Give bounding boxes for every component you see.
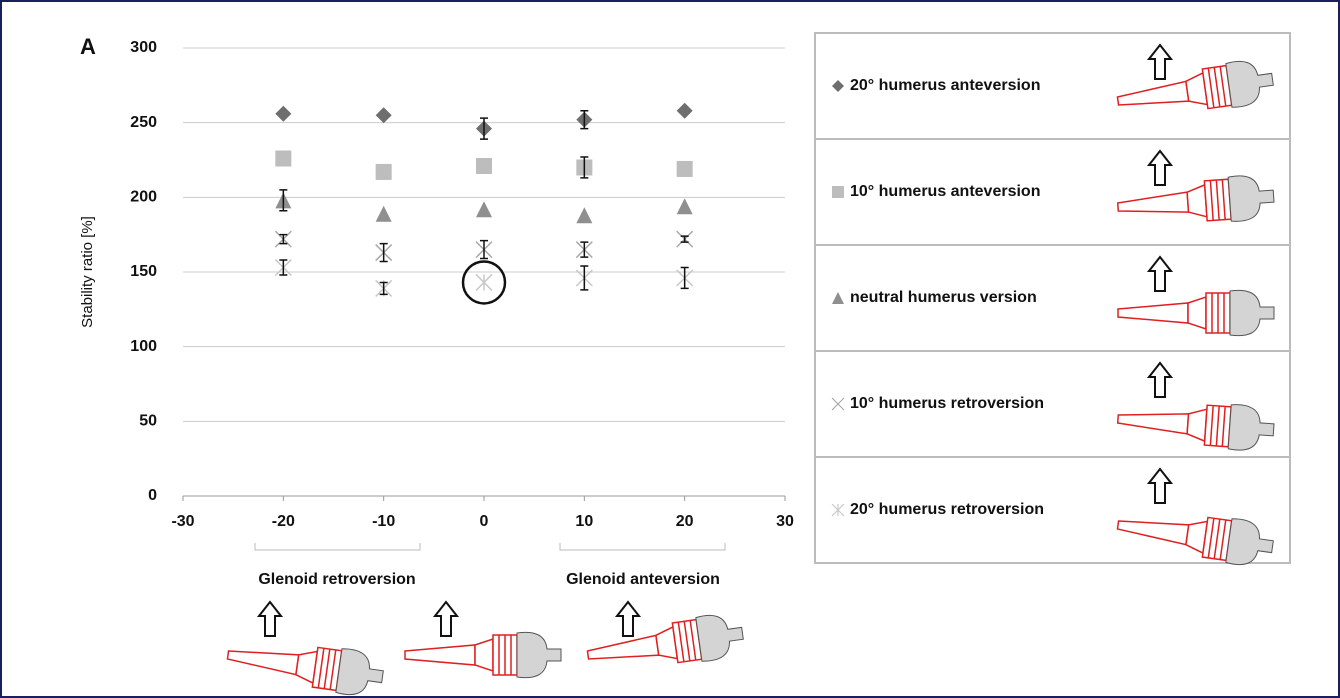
marker	[376, 164, 392, 180]
annotation: Glenoid retroversion	[258, 571, 415, 588]
marker	[476, 158, 492, 174]
legend-label: 20° humerus retroversion	[850, 501, 1044, 518]
cup	[1204, 405, 1231, 447]
cup	[1204, 179, 1231, 221]
neck	[1188, 297, 1206, 329]
x-tick-label: 20	[676, 513, 694, 530]
x-tick-label: -10	[372, 513, 395, 530]
y-tick-label: 50	[139, 413, 157, 430]
x-tick-label: -20	[272, 513, 295, 530]
cup	[1206, 293, 1230, 333]
y-tick-label: 300	[130, 39, 157, 56]
y-tick-label: 150	[130, 263, 157, 280]
marker	[677, 161, 693, 177]
y-tick-label: 0	[148, 487, 157, 504]
page: A Stability ratio [%] Glenoid retroversi…	[0, 0, 1340, 698]
y-tick-label: 250	[130, 114, 157, 131]
marker	[275, 151, 291, 167]
y-tick-label: 100	[130, 338, 157, 355]
legend-label: neutral humerus version	[850, 289, 1037, 306]
x-tick-label: 10	[575, 513, 593, 530]
legend-label: 20° humerus anteversion	[850, 77, 1040, 94]
legend-label: 10° humerus retroversion	[850, 395, 1044, 412]
x-tick-label: 0	[480, 513, 489, 530]
y-axis-label: Stability ratio [%]	[79, 216, 96, 328]
panel-label: A	[80, 34, 96, 59]
annotation: Glenoid anteversion	[566, 571, 720, 588]
x-tick-label: -30	[171, 513, 194, 530]
x-tick-label: 30	[776, 513, 794, 530]
figure: A Stability ratio [%] Glenoid retroversi…	[0, 0, 1340, 698]
cup	[493, 635, 517, 675]
marker	[832, 186, 844, 198]
y-tick-label: 200	[130, 189, 157, 206]
neck	[475, 639, 493, 671]
legend-label: 10° humerus anteversion	[850, 183, 1040, 200]
